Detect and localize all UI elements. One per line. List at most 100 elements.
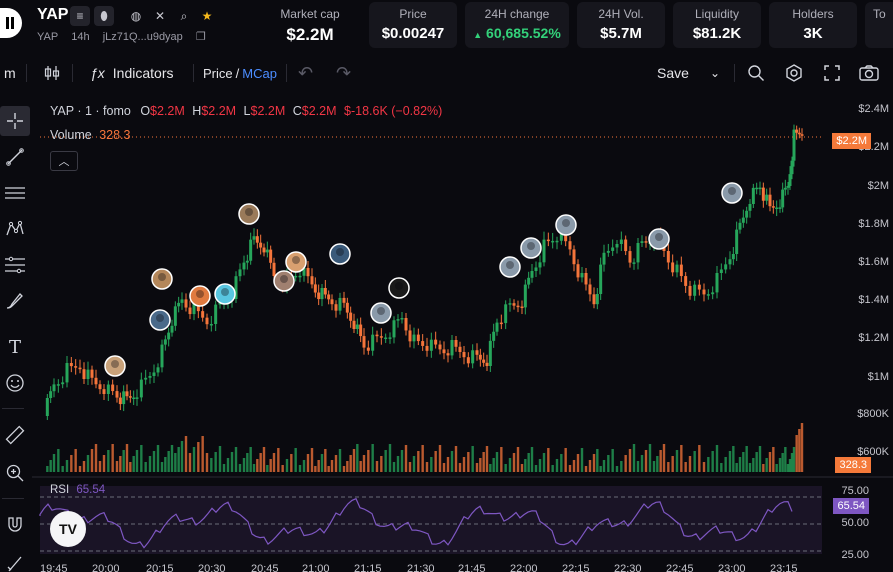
candle-body: [588, 284, 592, 295]
camera-icon[interactable]: [858, 56, 880, 90]
volume-bar: [197, 442, 200, 472]
save-dropdown-chevron-icon[interactable]: ⌄: [710, 66, 721, 80]
candle-body: [49, 391, 53, 398]
collapse-legend-button[interactable]: ︿: [50, 151, 78, 171]
token-subinfo: YAP 14h jLz71Q...u9dyap ❐: [37, 30, 216, 43]
volume-bar: [615, 466, 619, 472]
magnet-icon[interactable]: [0, 510, 30, 540]
text-tool-icon[interactable]: T: [8, 336, 21, 358]
stat-liquidity: Liquidity $81.2K: [673, 2, 761, 48]
mcap-option[interactable]: MCap: [242, 65, 277, 81]
crosshair-icon[interactable]: [0, 106, 30, 136]
search-icon[interactable]: ⌕: [180, 8, 188, 23]
fib-retracement-icon[interactable]: [0, 250, 30, 280]
volume-bar: [711, 451, 714, 472]
settings-gear-icon[interactable]: [784, 56, 804, 90]
volume-bar: [306, 454, 310, 472]
horizontal-lines-icon[interactable]: [0, 178, 30, 208]
sub-symbol: YAP: [37, 31, 59, 43]
candle-body: [499, 322, 503, 325]
volume-bar: [659, 450, 662, 472]
candle-body: [214, 304, 218, 324]
high-value: $2.2M: [201, 104, 237, 118]
open-value: $2.2M: [150, 104, 185, 118]
pill-icon[interactable]: ⬮: [94, 6, 114, 26]
ruler-icon[interactable]: [0, 420, 30, 450]
stat-holders: Holders 3K: [769, 2, 857, 48]
undo-icon[interactable]: ↶: [298, 62, 314, 83]
volume-bar: [277, 448, 280, 472]
volume-bar: [434, 451, 437, 472]
redo-icon[interactable]: ↷: [336, 62, 352, 83]
candle-body: [128, 396, 132, 398]
price-mcap-toggle[interactable]: Price / MCap: [203, 65, 277, 81]
list-icon[interactable]: ≡: [70, 6, 90, 26]
candle-body: [735, 229, 739, 254]
volume-bar: [188, 453, 192, 472]
volume-bar: [49, 460, 52, 472]
volume-bar: [346, 461, 349, 472]
volume-bar: [156, 445, 160, 472]
candle-body: [551, 240, 555, 243]
volume-bar: [572, 460, 576, 472]
candle-body: [56, 384, 60, 386]
stat-24h-volume: 24H Vol. $5.7M: [577, 2, 665, 48]
volume-bar: [458, 463, 462, 472]
candle-body: [751, 187, 755, 204]
trend-line-icon[interactable]: [0, 142, 30, 172]
stat-market-cap: Market cap $2.2M: [280, 7, 340, 44]
globe-icon[interactable]: ◍: [130, 9, 142, 23]
quick-search-icon[interactable]: [746, 56, 766, 90]
candle-body: [355, 324, 359, 329]
volume-bar: [489, 464, 492, 472]
volume-bar: [542, 453, 546, 472]
volume-bar: [512, 453, 516, 472]
trader-avatar: [721, 182, 743, 204]
candle-body: [371, 334, 375, 351]
volume-bar: [508, 458, 512, 472]
price-option[interactable]: Price: [203, 65, 233, 81]
tradingview-logo-icon[interactable]: TV: [50, 511, 86, 547]
candle-body: [313, 284, 317, 293]
volume-bar: [218, 446, 222, 472]
candle-body: [527, 277, 531, 285]
time-axis-label: 21:45: [458, 563, 486, 572]
price-chart[interactable]: YAP · 1 · fomo O$2.2M H$2.2M L$2.2M C$2.…: [32, 96, 893, 572]
time-axis-label: 23:00: [718, 563, 746, 572]
contract-address[interactable]: jLz71Q...u9dyap: [102, 31, 183, 43]
rsi-axis-label: 50.00: [841, 517, 869, 529]
zoom-in-icon[interactable]: [0, 458, 30, 488]
candle-body: [272, 262, 276, 276]
candle-body: [671, 262, 675, 273]
pattern-icon[interactable]: [0, 214, 30, 244]
lock-drawings-icon[interactable]: [0, 548, 30, 572]
candle-body: [684, 276, 688, 286]
emoji-icon[interactable]: [0, 368, 30, 398]
save-button[interactable]: Save: [657, 65, 689, 81]
app-logo-icon[interactable]: [0, 8, 22, 38]
star-icon[interactable]: ★: [201, 9, 213, 23]
candle-body: [320, 288, 324, 300]
candle-body: [400, 318, 404, 320]
volume-bar: [527, 453, 530, 472]
x-social-icon[interactable]: ✕: [154, 9, 166, 23]
copy-icon[interactable]: ❐: [195, 31, 206, 43]
volume-bar: [735, 463, 738, 472]
volume-bar: [266, 465, 269, 472]
time-axis-label: 22:00: [510, 563, 538, 572]
candle-body: [45, 398, 49, 416]
volume-bar: [98, 461, 102, 472]
volume-bar: [269, 459, 272, 472]
time-axis-label: 22:15: [562, 563, 590, 572]
volume-bar: [560, 454, 563, 472]
trader-avatar: [149, 309, 171, 331]
interval-selector[interactable]: m: [4, 65, 16, 81]
candlestick-chart-canvas[interactable]: [32, 96, 893, 572]
brush-icon[interactable]: [0, 286, 30, 316]
time-axis-label: 20:00: [92, 563, 120, 572]
candle-type-icon[interactable]: [42, 56, 62, 90]
fullscreen-icon[interactable]: [822, 56, 842, 90]
indicators-button[interactable]: ƒx Indicators: [90, 56, 174, 90]
volume-bar: [314, 466, 317, 472]
volume-bar: [430, 457, 433, 472]
